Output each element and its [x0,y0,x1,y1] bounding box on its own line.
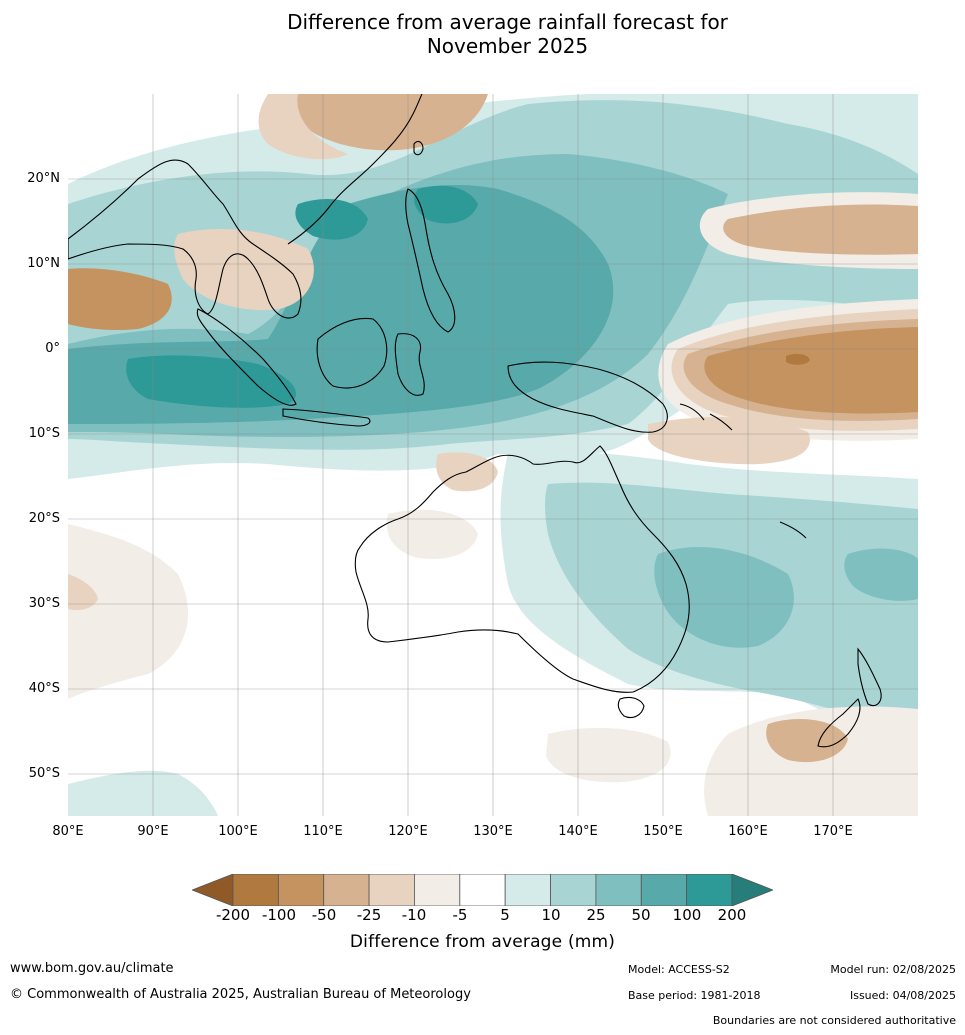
dry-anomaly-indian-ocean-10 [68,574,98,611]
colorbar-swatch [232,873,279,907]
colorbar-swatch [323,873,370,907]
dry-anomaly-pacific-50 [704,327,918,414]
colorbar-tick: -25 [356,906,382,924]
dry-anomaly-south [546,727,671,783]
colorbar-extend-low [190,873,234,907]
colorbar-swatch [595,873,642,907]
colorbar-swatch [550,873,597,907]
china-coastline [287,94,423,245]
lon-label-130e: 130°E [473,824,513,839]
title-line-2: November 2025 [426,34,589,58]
colorbar-svg [190,873,775,907]
wet-anomaly-southern [68,770,218,816]
footer-base-period: Base period: 1981-2018 [628,989,761,1002]
mainland-asia-coastline [68,159,302,319]
rainfall-anomaly-map [68,94,918,816]
new-guinea-coastline [507,361,668,433]
new-zealand-north-coastline [857,647,882,707]
lat-label-40s: 40°S [28,681,60,696]
colorbar-tick: -50 [311,906,337,924]
dry-anomaly-indochina [174,229,314,310]
dry-anomaly-china-light [258,94,348,160]
colorbar-swatch [640,873,688,907]
taiwan-coastline [413,140,424,156]
sumatra-coastline [196,308,297,406]
footer-issued: Issued: 04/08/2025 [849,989,956,1002]
lat-label-20n: 20°N [27,171,60,186]
wet-anomaly-east-aus-50 [654,546,794,648]
dry-anomaly-wa [386,509,478,559]
colorbar-tick: 10 [541,906,561,924]
colorbar-tick: -200 [215,906,251,924]
new-caledonia-coastline [779,521,807,539]
lon-label-120e: 120°E [388,824,428,839]
lon-label-90e: 90°E [137,824,169,839]
philippines-coastline [405,188,456,333]
colorbar-swatch [414,873,461,907]
colorbar-tick: 50 [631,906,651,924]
footer-disclaimer: Boundaries are not considered authoritat… [712,1014,956,1027]
lat-label-50s: 50°S [28,766,60,781]
colorbar-swatch [368,873,415,907]
colorbar-swatch [277,873,325,907]
lat-label-30s: 30°S [28,596,60,611]
lon-label-160e: 160°E [728,824,768,839]
sulawesi-coastline [394,333,425,396]
colorbar-title: Difference from average (mm) [349,932,616,952]
tasmania-coastline [617,696,645,719]
dry-anomaly-pacific-100 [786,353,810,365]
colorbar-tick: 25 [586,906,606,924]
graticule [68,94,918,816]
dry-anomaly-ne-pacific [723,204,918,255]
colorbar-swatch [686,873,733,907]
australia-coastline [354,445,690,693]
dry-anomaly-indian-ocean [68,524,188,699]
colorbar [190,873,775,907]
lat-label-20s: 20°S [28,511,60,526]
lon-label-140e: 140°E [558,824,598,839]
chart-title: Difference from average rainfall forecas… [0,10,965,58]
lon-label-110e: 110°E [303,824,343,839]
wet-anomaly-east-aus-50b [844,548,918,601]
solomon-islands-coastline [679,403,733,431]
wet-anomaly-200 [126,355,297,408]
colorbar-extend-high [731,873,775,907]
dry-anomaly-nz [766,719,848,763]
wet-anomaly-200-b [295,199,368,240]
colorbar-tick: -5 [452,906,468,924]
wet-anomaly-200-c [414,185,478,224]
footer-url: www.bom.gov.au/climate [10,961,174,976]
java-coastline [282,408,371,427]
colorbar-swatch [504,873,551,907]
coastlines [68,94,882,748]
map-svg [68,94,918,816]
lon-label-170e: 170°E [813,824,853,839]
lat-label-0: 0° [45,341,60,356]
lon-label-150e: 150°E [643,824,683,839]
colorbar-tick: 5 [500,906,510,924]
lat-label-10n: 10°N [27,256,60,271]
colorbar-swatch [459,873,506,907]
lon-label-80e: 80°E [52,824,84,839]
borneo-coastline [316,317,388,389]
footer-copyright: © Commonwealth of Australia 2025, Austra… [10,987,471,1002]
colorbar-tick: 200 [717,906,747,924]
new-zealand-south-coastline [817,698,861,748]
colorbar-tick: -10 [401,906,427,924]
colorbar-tick: -100 [261,906,297,924]
footer-model-run: Model run: 02/08/2025 [830,963,956,976]
lon-label-100e: 100°E [218,824,258,839]
footer-model: Model: ACCESS-S2 [628,963,730,976]
dry-anomaly-bay [68,268,172,331]
colorbar-tick: 100 [672,906,702,924]
dry-anomaly-coral-sea [648,417,810,465]
dry-anomaly-china [296,94,488,151]
title-line-1: Difference from average rainfall forecas… [287,10,728,34]
lat-label-10s: 10°S [28,426,60,441]
